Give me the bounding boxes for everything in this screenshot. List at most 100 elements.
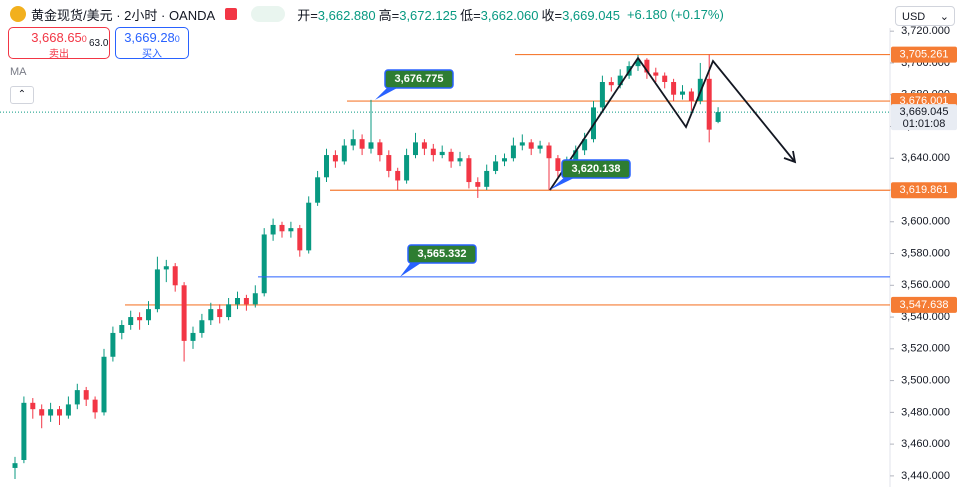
candle-body — [332, 155, 338, 162]
level-tag — [891, 46, 957, 63]
candle-body — [341, 145, 347, 162]
y-tick-label: 3,520.000 — [901, 343, 950, 355]
candle-body — [688, 91, 694, 102]
level-tag-label: 3,705.261 — [900, 48, 949, 60]
candle-body — [243, 298, 249, 305]
collapse-button[interactable]: ⌃ — [10, 86, 34, 104]
candle-body — [288, 228, 294, 232]
candle-body — [30, 402, 36, 410]
candle-body — [448, 151, 454, 162]
candle-body — [172, 266, 178, 286]
candle-body — [101, 356, 107, 413]
currency-select[interactable]: USD ⌄ — [895, 6, 955, 26]
candle-body — [697, 78, 703, 102]
market-closed-icon — [225, 8, 238, 20]
y-tick-label: 3,460.000 — [901, 438, 950, 450]
candle-body — [617, 75, 623, 86]
candle-body — [644, 59, 650, 73]
candle-body — [306, 202, 312, 251]
y-tick-label: 3,700.000 — [901, 57, 950, 69]
candle-body — [235, 298, 240, 305]
candle-body — [154, 269, 160, 310]
callout-box — [384, 69, 454, 89]
callout-label: 3,565.332 — [418, 248, 467, 260]
spread: 63.0 — [89, 38, 109, 49]
candle-body — [413, 142, 418, 156]
header: 黄金现货/美元 · 2小时 · OANDA 开=3,662.880 高=3,672… — [0, 0, 724, 28]
buy-button[interactable]: 3,669.280 买入 — [115, 27, 189, 60]
candle-body — [83, 390, 89, 400]
candle-body — [21, 402, 27, 460]
y-tick-label: 3,660.000 — [901, 120, 950, 132]
candle-body — [484, 170, 490, 187]
candle-body — [57, 409, 62, 416]
candle-body — [662, 75, 668, 82]
callout-label: 3,620.138 — [572, 163, 621, 175]
candle-body — [395, 170, 401, 181]
y-tick-label: 3,620.000 — [901, 184, 950, 196]
candle-body — [65, 404, 71, 416]
candle-body — [502, 158, 507, 162]
symbol-icon — [10, 6, 26, 22]
y-tick-label: 3,640.000 — [901, 152, 950, 164]
candle-body — [582, 139, 588, 151]
y-tick-label: 3,480.000 — [901, 406, 950, 418]
last-price-label: 3,669.045 — [900, 106, 949, 118]
callout-pointer — [375, 86, 401, 100]
symbol[interactable]: 黄金现货/美元 · 2小时 · OANDA — [31, 7, 216, 23]
candle-body — [163, 266, 169, 270]
ohlc-value: 3,662.880 — [317, 7, 376, 23]
candle-body — [430, 148, 436, 156]
candle-body — [555, 158, 561, 171]
candle-body — [297, 228, 303, 251]
candle-body — [199, 320, 205, 333]
candle-body — [48, 409, 54, 416]
y-tick-label: 3,680.000 — [901, 89, 950, 101]
sell-label: 卖出 — [49, 49, 69, 60]
candle-body — [475, 182, 481, 187]
ohlc-key: 高= — [378, 7, 400, 23]
y-tick-label: 3,560.000 — [901, 279, 950, 291]
candle-body — [190, 332, 196, 341]
callout-pointer — [400, 261, 424, 277]
candle-body — [217, 309, 223, 318]
callout-box — [561, 159, 631, 179]
y-tick-label: 3,540.000 — [901, 311, 950, 323]
candle-body — [208, 309, 214, 321]
candle-body — [110, 332, 116, 357]
candle-body — [92, 399, 98, 413]
indicator[interactable]: MA — [10, 66, 27, 78]
sell-button[interactable]: 3,668.650 卖出 — [8, 27, 110, 60]
level-tag-label: 3,676.001 — [900, 95, 949, 107]
candle-body — [626, 66, 632, 76]
zigzag-drawing — [549, 56, 796, 191]
candle-body — [421, 142, 427, 149]
candle-body — [680, 91, 685, 95]
candle-body — [439, 151, 445, 156]
candle-body — [599, 82, 605, 108]
candle-body — [252, 293, 258, 305]
candle-body — [359, 139, 365, 149]
candle-body — [466, 158, 472, 183]
candle-body — [537, 145, 543, 149]
y-tick-label: 3,600.000 — [901, 216, 950, 228]
candle-body — [74, 390, 80, 405]
ohlc: 开=3,662.880 高=3,672.125 低=3,662.060 收=3,669… — [297, 5, 623, 24]
buy-price: 3,669.28 — [124, 30, 175, 45]
y-tick-label: 3,580.000 — [901, 247, 950, 259]
callout-pointer — [550, 176, 578, 190]
level-tag — [891, 296, 957, 313]
candle-body — [12, 463, 18, 468]
ohlc-value: 3,669.045 — [562, 7, 620, 23]
sell-price: 3,668.65 — [31, 30, 82, 45]
level-tag — [891, 93, 957, 110]
candle-body — [377, 142, 383, 156]
candle-body — [368, 142, 374, 149]
candle-body — [635, 59, 641, 67]
currency: USD — [902, 11, 926, 23]
y-tick-label: 3,500.000 — [901, 374, 950, 386]
candle-body — [510, 145, 516, 159]
candle-body — [324, 155, 329, 178]
candle-body — [181, 285, 187, 341]
